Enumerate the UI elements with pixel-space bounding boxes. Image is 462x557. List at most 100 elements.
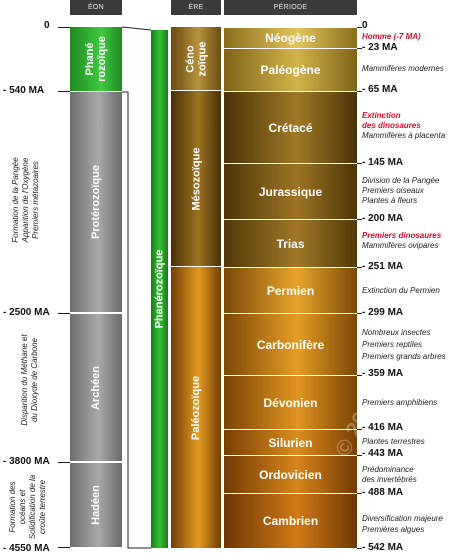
proterozoic-note-1: Formation de la Pangée: [11, 157, 20, 243]
period-trias: Trias: [224, 219, 357, 267]
note-carb-3: Premiers grands arbres: [362, 352, 446, 361]
right-age-0: 0: [362, 20, 368, 31]
right-tick-443: [357, 455, 362, 456]
hadean-note-1: Formation des: [8, 481, 17, 533]
period-permien: Permien: [224, 267, 357, 313]
note-carb-2: Premiers reptiles: [362, 340, 423, 349]
right-age-251: - 251 MA: [362, 261, 404, 272]
right-age-299: - 299 MA: [362, 307, 404, 318]
right-age-65: - 65 MA: [362, 84, 398, 95]
right-tick-299: [357, 313, 362, 314]
right-age-542: - 542 MA: [362, 542, 404, 553]
eon-phanerozoic-line-1: Phané: [84, 42, 96, 76]
era-cenozoic-line-1: Céno: [184, 44, 196, 73]
period-carbonifere: Carbonifère: [224, 313, 357, 375]
left-age-4550: - 4550 MA: [3, 543, 50, 554]
era-paleozoic: Paléozoïque: [171, 267, 221, 548]
eon-phanerozoic-label: Phané rozoïque: [84, 36, 108, 82]
right-age-443: - 443 MA: [362, 448, 404, 459]
period-paleogene: Paléogène: [224, 48, 357, 91]
left-age-2500: - 2500 MA: [3, 307, 50, 318]
left-tick-0: [58, 27, 70, 28]
right-age-416: - 416 MA: [362, 422, 404, 433]
era-mesozoic: Mésozoïque: [171, 91, 221, 266]
eon-phanerozoic: Phané rozoïque: [70, 27, 122, 91]
note-camb-2: Premières algues: [362, 525, 425, 534]
left-tick-3800: [58, 462, 70, 463]
era-cenozoic: Céno zoïque: [171, 27, 221, 90]
era-cenozoic-label: Céno zoïque: [184, 41, 208, 76]
note-jura-3: Plantes à fleurs: [362, 196, 418, 205]
right-tick-416: [357, 429, 362, 430]
period-silurien: Silurien: [224, 429, 357, 455]
phanerozoic-bar: Phanérozoïque: [151, 30, 168, 548]
eon-archean: Archéen: [70, 314, 122, 461]
note-jura-1: Division de la Pangée: [362, 176, 440, 185]
archean-note-1: Disparition du Méthane et: [20, 334, 29, 426]
right-tick-0: [357, 27, 362, 28]
eon-hadean: Hadéen: [70, 463, 122, 547]
note-extinction-permien: Extinction du Permien: [362, 286, 440, 295]
proterozoic-note-3: Premiers métazoaires: [31, 161, 40, 239]
header-ere: ÈRE: [171, 0, 221, 15]
left-age-0: 0: [44, 20, 50, 31]
left-tick-540: [58, 91, 70, 92]
note-homme: Homme (-7 MA): [362, 32, 421, 41]
period-devonien: Dévonien: [224, 375, 357, 429]
right-age-359: - 359 MA: [362, 368, 404, 379]
period-ordovicien: Ordovicien: [224, 455, 357, 493]
eon-hadean-label: Hadéen: [90, 485, 102, 525]
eon-phanerozoic-line-2: rozoïque: [96, 36, 108, 82]
right-age-200: - 200 MA: [362, 213, 404, 224]
left-age-3800: - 3800 MA: [3, 456, 50, 467]
note-extinction-dino-1: Extinction: [362, 111, 401, 120]
right-tick-488: [357, 493, 362, 494]
note-carb-1: Nombreux insectes: [362, 328, 431, 337]
right-tick-65: [357, 91, 362, 92]
period-jurassique: Jurassique: [224, 163, 357, 219]
hadean-notes: Formation des océans et Solidification d…: [8, 457, 48, 557]
right-tick-200: [357, 219, 362, 220]
period-cambrien: Cambrien: [224, 493, 357, 548]
proterozoic-note-2: Apparition de l'Oxygène: [21, 157, 30, 243]
hadean-note-3: Solidification de la: [28, 474, 37, 540]
right-age-23: - 23 MA: [362, 42, 398, 53]
hadean-note-4: croûte terrestre: [38, 479, 47, 535]
eon-proterozoic: Protérozoïque: [70, 92, 122, 312]
header-eon: ÉON: [70, 0, 122, 15]
note-mammiferes-modernes: Mammifères modernes: [362, 64, 444, 73]
note-plantes-terrestres: Plantes terrestres: [362, 437, 425, 446]
left-tick-4550: [58, 547, 70, 548]
archean-note-2: du Dioxyde de Carbone: [30, 337, 39, 423]
note-extinction-dino-2: des dinosaures: [362, 121, 421, 130]
right-tick-251: [357, 267, 362, 268]
proterozoic-notes: Formation de la Pangée Apparition de l'O…: [11, 130, 41, 270]
right-age-145: - 145 MA: [362, 157, 404, 168]
right-tick-145: [357, 163, 362, 164]
note-ordo-1: Prédominance: [362, 465, 414, 474]
note-ordo-2: des invertébrés: [362, 475, 417, 484]
note-jura-2: Premiers oiseaux: [362, 186, 424, 195]
archean-notes: Disparition du Méthane et du Dioxyde de …: [20, 310, 40, 450]
eon-proterozoic-label: Protérozoïque: [90, 165, 103, 239]
period-cretace: Crétacé: [224, 91, 357, 163]
era-paleozoic-label: Paléozoïque: [190, 375, 202, 440]
right-tick-23: [357, 48, 362, 49]
era-cenozoic-line-2: zoïque: [196, 41, 208, 76]
note-camb-1: Diversification majeure: [362, 514, 443, 523]
note-mammiferes-ovipares: Mammifères ovipares: [362, 241, 439, 250]
left-tick-2500: [58, 313, 70, 314]
right-tick-359: [357, 375, 362, 376]
phanerozoic-bar-label: Phanérozoïque: [153, 249, 166, 329]
note-mammiferes-placenta: Mammifères à placenta: [362, 131, 446, 140]
right-age-488: - 488 MA: [362, 487, 404, 498]
note-premiers-amphibiens: Premiers amphibiens: [362, 398, 438, 407]
left-age-540: - 540 MA: [3, 85, 45, 96]
hadean-note-2: océans et: [18, 489, 27, 525]
header-periode: PÉRIODE: [224, 0, 357, 15]
period-neogene: Néogène: [224, 27, 357, 48]
note-premiers-dinosaures: Premiers dinosaures: [362, 231, 442, 240]
eon-archean-label: Archéen: [90, 365, 102, 410]
right-tick-542: [357, 548, 362, 549]
era-mesozoic-label: Mésozoïque: [190, 147, 203, 210]
